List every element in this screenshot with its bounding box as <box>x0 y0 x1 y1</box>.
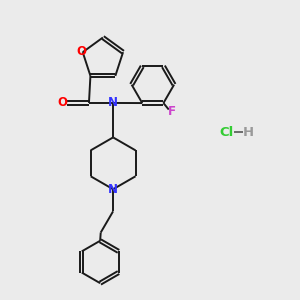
Text: H: H <box>243 126 254 139</box>
Text: N: N <box>108 183 118 196</box>
Text: Cl: Cl <box>219 126 234 139</box>
Text: F: F <box>168 104 176 118</box>
Text: O: O <box>58 97 68 110</box>
Text: N: N <box>108 97 118 110</box>
Text: O: O <box>76 45 86 58</box>
